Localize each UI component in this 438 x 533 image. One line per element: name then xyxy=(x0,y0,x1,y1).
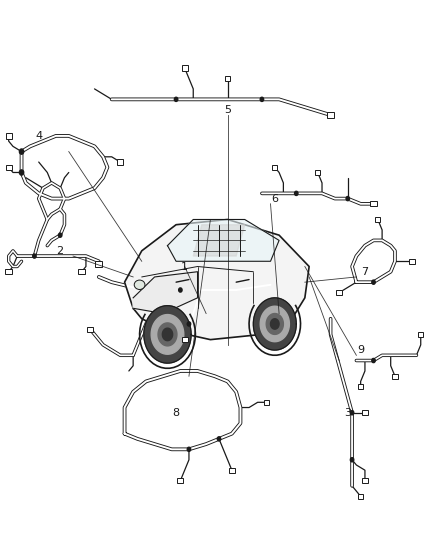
FancyBboxPatch shape xyxy=(5,269,12,274)
Ellipse shape xyxy=(134,280,145,289)
Polygon shape xyxy=(193,225,245,256)
Circle shape xyxy=(372,280,375,284)
Polygon shape xyxy=(260,306,290,342)
FancyBboxPatch shape xyxy=(409,259,415,264)
Circle shape xyxy=(19,170,24,175)
Polygon shape xyxy=(151,314,184,354)
FancyBboxPatch shape xyxy=(362,410,367,415)
FancyBboxPatch shape xyxy=(229,467,235,473)
Text: 8: 8 xyxy=(173,408,180,418)
FancyBboxPatch shape xyxy=(327,112,334,118)
Text: 9: 9 xyxy=(357,345,364,355)
FancyBboxPatch shape xyxy=(315,170,320,175)
FancyBboxPatch shape xyxy=(182,66,187,71)
FancyBboxPatch shape xyxy=(418,332,423,337)
Circle shape xyxy=(350,410,354,415)
FancyBboxPatch shape xyxy=(370,201,377,206)
FancyBboxPatch shape xyxy=(358,384,363,389)
Circle shape xyxy=(33,254,36,258)
FancyBboxPatch shape xyxy=(177,478,184,483)
Text: 6: 6 xyxy=(271,193,278,204)
Text: 4: 4 xyxy=(35,131,42,141)
FancyBboxPatch shape xyxy=(272,165,277,170)
Circle shape xyxy=(187,322,191,326)
FancyBboxPatch shape xyxy=(95,261,102,266)
Polygon shape xyxy=(144,306,191,363)
FancyBboxPatch shape xyxy=(225,76,230,81)
Text: 5: 5 xyxy=(224,105,231,115)
Polygon shape xyxy=(158,323,177,346)
FancyBboxPatch shape xyxy=(392,374,398,379)
FancyBboxPatch shape xyxy=(6,133,12,139)
Circle shape xyxy=(350,458,354,462)
FancyBboxPatch shape xyxy=(78,269,85,274)
FancyBboxPatch shape xyxy=(6,165,12,170)
Text: 2: 2 xyxy=(57,246,64,256)
FancyBboxPatch shape xyxy=(362,478,368,483)
Polygon shape xyxy=(124,220,309,340)
Circle shape xyxy=(179,288,182,292)
Circle shape xyxy=(346,197,350,201)
Polygon shape xyxy=(162,328,173,341)
Polygon shape xyxy=(253,298,296,350)
Circle shape xyxy=(19,149,24,154)
Circle shape xyxy=(260,97,264,101)
Polygon shape xyxy=(167,220,279,261)
Circle shape xyxy=(294,191,298,196)
FancyBboxPatch shape xyxy=(87,327,93,332)
Circle shape xyxy=(187,447,191,451)
Polygon shape xyxy=(266,313,283,334)
FancyBboxPatch shape xyxy=(375,217,380,222)
FancyBboxPatch shape xyxy=(182,337,187,342)
FancyBboxPatch shape xyxy=(264,400,269,405)
Circle shape xyxy=(174,97,178,101)
FancyBboxPatch shape xyxy=(358,494,363,499)
Text: 1: 1 xyxy=(181,262,188,271)
Circle shape xyxy=(217,437,221,441)
Circle shape xyxy=(372,358,375,362)
Polygon shape xyxy=(271,319,279,329)
FancyBboxPatch shape xyxy=(117,159,123,165)
FancyBboxPatch shape xyxy=(336,290,342,295)
Polygon shape xyxy=(133,272,198,313)
Text: 3: 3 xyxy=(344,408,351,418)
Circle shape xyxy=(58,233,62,237)
Text: 7: 7 xyxy=(361,266,368,277)
